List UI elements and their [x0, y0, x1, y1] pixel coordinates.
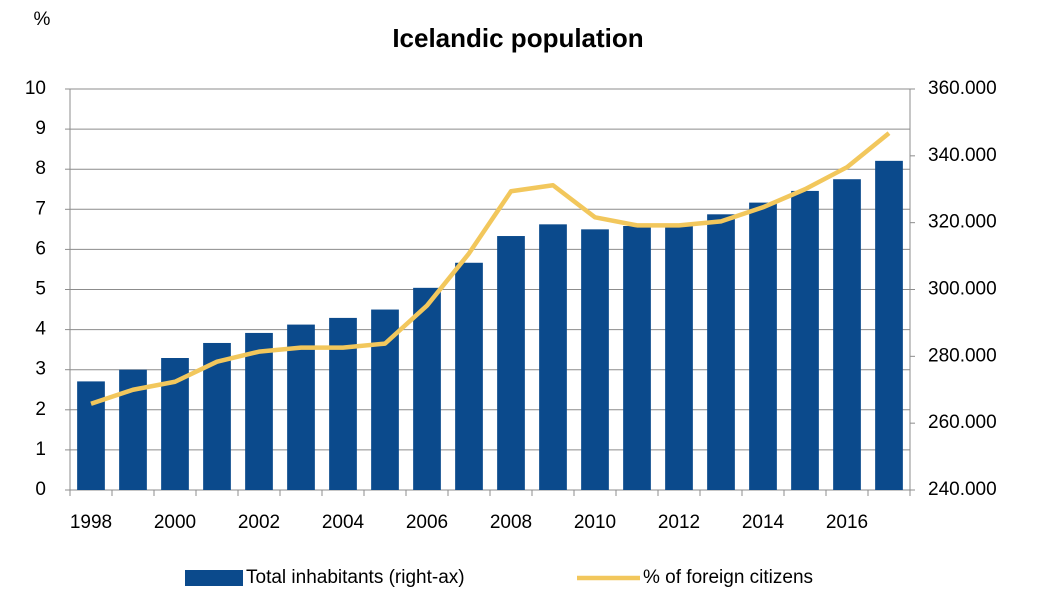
x-tick-label: 2002 [238, 512, 280, 533]
bar [287, 324, 315, 490]
bar [329, 317, 357, 490]
y2-tick-label: 320.000 [928, 212, 997, 233]
y2-tick-label: 240.000 [928, 479, 997, 500]
bar [371, 309, 399, 490]
legend-label: Total inhabitants (right-ax) [246, 567, 465, 588]
y2-tick-label: 300.000 [928, 279, 997, 300]
x-tick-label: 2010 [574, 512, 616, 533]
chart-title: Icelandic population [392, 23, 643, 53]
bar [623, 226, 651, 490]
y-tick-label: 6 [35, 238, 46, 259]
y-tick-label: 5 [35, 279, 46, 300]
y-tick-label: 10 [25, 78, 46, 99]
y-axis-label: % [34, 9, 51, 30]
bar [665, 224, 693, 490]
bar [875, 160, 903, 491]
x-tick-label: 2012 [658, 512, 700, 533]
y-tick-label: 7 [35, 198, 46, 219]
legend-swatch [185, 570, 243, 586]
x-tick-label: 2006 [406, 512, 448, 533]
bar [707, 214, 735, 490]
y2-tick-label: 360.000 [928, 78, 997, 99]
y-tick-label: 0 [35, 479, 46, 500]
bar [791, 190, 819, 490]
y2-tick-label: 340.000 [928, 145, 997, 166]
x-tick-label: 2000 [154, 512, 196, 533]
bar [581, 229, 609, 490]
x-tick-label: 2008 [490, 512, 532, 533]
y-tick-label: 2 [35, 399, 46, 420]
bar [833, 179, 861, 490]
bar [749, 202, 777, 490]
y-tick-label: 3 [35, 359, 46, 380]
x-tick-label: 2004 [322, 512, 365, 533]
bar [455, 262, 483, 490]
bar [245, 332, 273, 490]
y2-tick-label: 260.000 [928, 412, 997, 433]
y-tick-label: 8 [35, 158, 46, 179]
bar [539, 224, 567, 490]
y-tick-label: 4 [35, 319, 46, 340]
y2-tick-label: 280.000 [928, 345, 997, 366]
bar [413, 287, 441, 490]
line [90, 131, 891, 406]
x-tick-label: 2016 [826, 512, 868, 533]
y-tick-label: 9 [35, 118, 46, 139]
bar [77, 381, 105, 490]
bar [497, 236, 525, 490]
y-tick-label: 1 [35, 439, 46, 460]
x-tick-label: 2014 [742, 512, 785, 533]
legend-label: % of foreign citizens [643, 567, 813, 588]
x-tick-label: 1998 [70, 512, 112, 533]
